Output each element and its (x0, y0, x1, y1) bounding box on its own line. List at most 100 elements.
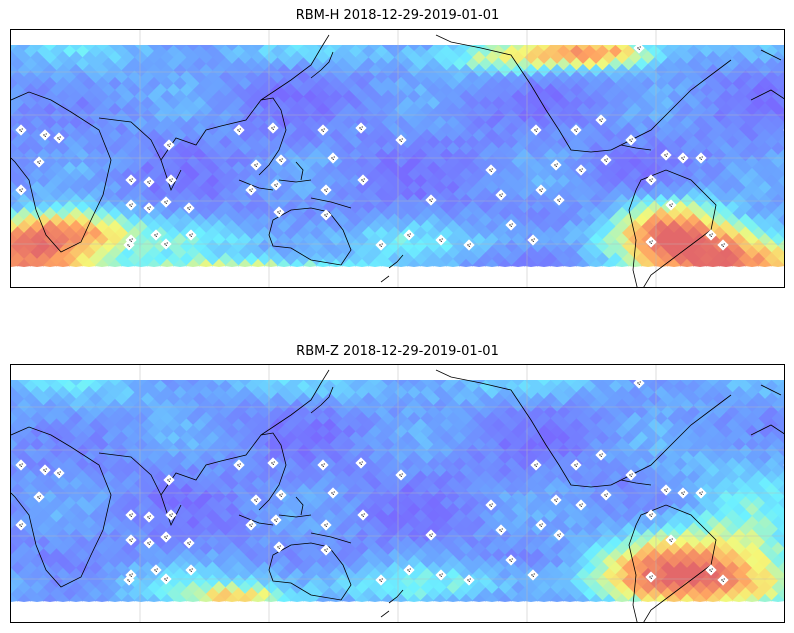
heatmap-cell (673, 535, 688, 550)
heatmap-cell (380, 411, 396, 427)
heatmap-cell (354, 541, 370, 557)
heatmap-cell (387, 226, 402, 241)
heatmap-cell (361, 380, 376, 394)
heatmap-cell (361, 83, 376, 98)
heatmap-cell (322, 535, 337, 550)
heatmap-cell (725, 522, 740, 537)
heatmap-cell (543, 522, 558, 537)
heatmap-cell (328, 89, 344, 105)
heatmap-cell (491, 122, 506, 137)
heatmap-cell (211, 554, 227, 570)
heatmap-cell (16, 554, 32, 570)
heatmap-cell (387, 444, 402, 459)
heatmap-cell (380, 167, 396, 183)
heatmap-cell (380, 489, 396, 505)
heatmap-cell (484, 580, 500, 596)
heatmap-cell (757, 258, 773, 267)
heatmap-cell (530, 45, 545, 59)
heatmap-cell (315, 258, 331, 267)
station-marker (435, 234, 447, 246)
heatmap-cell (159, 541, 175, 557)
heatmap-cell (426, 431, 441, 446)
heatmap-cell (484, 380, 500, 388)
gridlines (11, 30, 784, 287)
heatmap-cell (302, 258, 318, 267)
heatmap-cell (302, 515, 318, 531)
heatmap-cell (432, 206, 448, 222)
heatmap-cell (426, 380, 441, 394)
heatmap-cell (556, 45, 571, 59)
heatmap-cell (491, 200, 506, 215)
heatmap-cell (367, 115, 383, 131)
heatmap-cell (289, 245, 305, 261)
heatmap-cell (380, 424, 396, 440)
heatmap-cell (393, 541, 409, 557)
heatmap-cell (582, 574, 597, 589)
heatmap-cell (322, 213, 337, 228)
heatmap-cell (393, 258, 409, 267)
heatmap-cell (432, 593, 448, 602)
heatmap-cell (400, 418, 415, 433)
heatmap-cell (452, 418, 467, 433)
heatmap-cell (367, 567, 383, 583)
heatmap-cell (692, 554, 708, 570)
heatmap-cell (699, 548, 714, 563)
heatmap-cell (452, 57, 467, 72)
heatmap-cell (452, 548, 467, 563)
heatmap-cell (419, 141, 435, 157)
heatmap-cell (439, 174, 454, 189)
heatmap-cell (302, 437, 318, 453)
station-marker (185, 564, 197, 576)
heatmap-cell (484, 167, 500, 183)
heatmap-cell (621, 574, 636, 589)
station-marker (705, 229, 717, 241)
heatmap-cell (452, 122, 467, 137)
heatmap-cell (458, 154, 474, 170)
heatmap-cell (465, 83, 480, 98)
heatmap-cell (731, 580, 747, 596)
heatmap-cell (387, 122, 402, 137)
heatmap-cell (380, 154, 396, 170)
heatmap-cell (445, 258, 461, 267)
heatmap-cell (491, 587, 506, 602)
heatmap-cell (11, 463, 19, 479)
heatmap-cell (335, 161, 350, 176)
coastline (260, 369, 330, 436)
heatmap-cell (393, 180, 409, 196)
heatmap-cell (530, 587, 545, 602)
station-marker (527, 234, 539, 246)
heatmap-cell (354, 76, 370, 92)
heatmap-cell (140, 587, 155, 602)
heatmap-cell (673, 45, 688, 59)
heatmap-cell (237, 580, 253, 596)
heatmap-cells (11, 45, 784, 267)
heatmap-cell (75, 45, 90, 59)
station-marker (527, 569, 539, 581)
heatmap-cell (439, 226, 454, 241)
heatmap-cell (16, 541, 32, 557)
heatmap-cell (452, 135, 467, 150)
heatmap-cell (341, 63, 357, 79)
heatmap-cell (705, 515, 721, 531)
coastline (260, 34, 330, 101)
heatmap-cell (341, 154, 357, 170)
heatmap-cell (419, 219, 435, 235)
heatmap-cell (36, 522, 51, 537)
heatmap-cell (335, 187, 350, 202)
heatmap-cell (315, 89, 331, 105)
heatmap-cell (640, 554, 656, 570)
station-marker (595, 449, 607, 461)
heatmap-cell (478, 239, 493, 254)
heatmap-cell (322, 70, 337, 85)
heatmap-cell (562, 380, 578, 388)
heatmap-cell (406, 50, 422, 66)
heatmap-cell (770, 593, 784, 602)
heatmap-cell (302, 89, 318, 105)
heatmap-cell (543, 561, 558, 576)
heatmap-cell (348, 187, 363, 202)
heatmap-cell (393, 154, 409, 170)
heatmap-cell (777, 418, 784, 433)
heatmap-cell (387, 174, 402, 189)
heatmap-cell (198, 515, 214, 531)
heatmap-cell (296, 213, 311, 228)
